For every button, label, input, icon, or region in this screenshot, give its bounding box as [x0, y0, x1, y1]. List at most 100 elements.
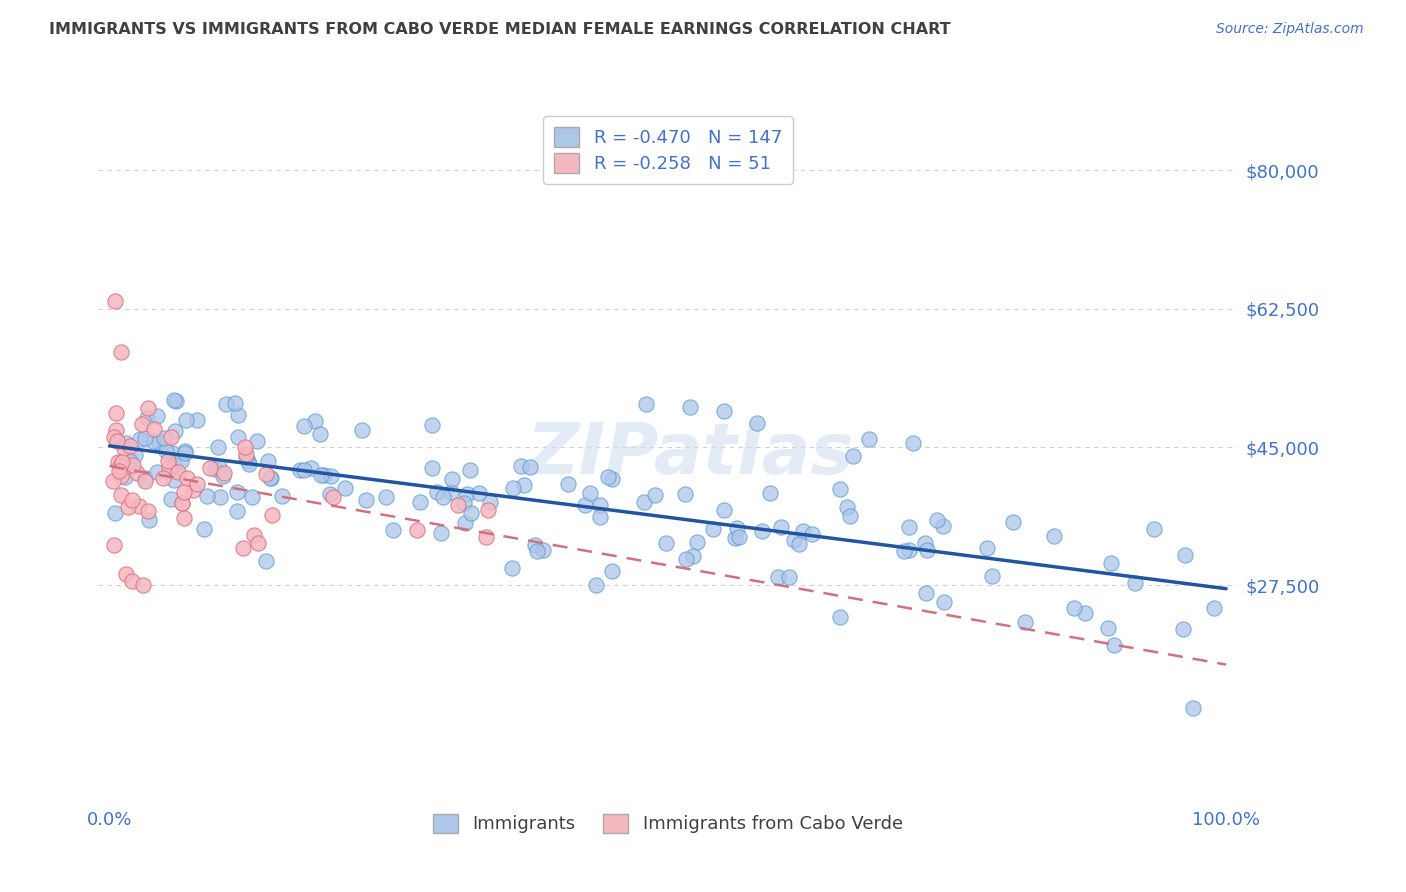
Point — [195, 489, 218, 503]
Point — [1099, 556, 1122, 570]
Point — [176, 471, 198, 485]
Point — [513, 478, 536, 492]
Point — [766, 570, 789, 584]
Point — [312, 467, 335, 482]
Point — [174, 413, 197, 427]
Point — [838, 509, 860, 524]
Point — [163, 425, 186, 439]
Point — [167, 466, 190, 480]
Point — [655, 536, 678, 550]
Point — [118, 453, 141, 467]
Point — [152, 470, 174, 484]
Point — [173, 485, 195, 500]
Point — [644, 488, 666, 502]
Point — [226, 408, 249, 422]
Point — [160, 445, 183, 459]
Point — [134, 474, 156, 488]
Point — [1181, 701, 1204, 715]
Point — [103, 430, 125, 444]
Point — [1002, 515, 1025, 529]
Point — [596, 470, 619, 484]
Point — [157, 459, 180, 474]
Point — [270, 489, 292, 503]
Point — [524, 538, 547, 552]
Point — [479, 494, 502, 508]
Point — [725, 521, 748, 535]
Point — [110, 488, 132, 502]
Point — [104, 506, 127, 520]
Point — [915, 542, 938, 557]
Point — [225, 484, 247, 499]
Point — [170, 495, 193, 509]
Point — [105, 434, 128, 449]
Point — [181, 483, 204, 498]
Point — [787, 537, 810, 551]
Point — [232, 541, 254, 555]
Point — [141, 434, 163, 448]
Point — [914, 586, 936, 600]
Point — [589, 510, 612, 524]
Point — [441, 472, 464, 486]
Point — [673, 486, 696, 500]
Point — [501, 560, 523, 574]
Point — [903, 436, 925, 450]
Point — [165, 394, 187, 409]
Point — [510, 459, 533, 474]
Point — [134, 431, 156, 445]
Point — [531, 543, 554, 558]
Point — [163, 393, 186, 408]
Text: ZIPatlas: ZIPatlas — [527, 420, 855, 490]
Point — [259, 471, 281, 485]
Point — [1104, 638, 1126, 652]
Point — [242, 490, 264, 504]
Point — [1063, 601, 1085, 615]
Point — [751, 524, 773, 538]
Point — [770, 520, 793, 534]
Point — [321, 469, 343, 483]
Point — [138, 513, 160, 527]
Point — [319, 487, 342, 501]
Point — [311, 467, 333, 482]
Point — [299, 460, 322, 475]
Point — [198, 461, 221, 475]
Point — [333, 481, 356, 495]
Point — [208, 491, 231, 505]
Point — [432, 490, 454, 504]
Point — [374, 491, 396, 505]
Point — [406, 523, 429, 537]
Point — [585, 578, 607, 592]
Point — [132, 578, 155, 592]
Point — [159, 429, 181, 443]
Point — [454, 516, 477, 530]
Point — [207, 440, 229, 454]
Point — [526, 543, 548, 558]
Point — [235, 447, 257, 461]
Point — [186, 413, 208, 427]
Point — [292, 418, 315, 433]
Point — [382, 523, 405, 537]
Point — [128, 499, 150, 513]
Point — [104, 293, 127, 308]
Point — [136, 401, 159, 415]
Point — [350, 423, 373, 437]
Point — [186, 476, 208, 491]
Point — [101, 475, 124, 489]
Point — [207, 460, 229, 475]
Point — [579, 485, 602, 500]
Point — [121, 493, 143, 508]
Point — [115, 566, 138, 581]
Point — [108, 458, 131, 473]
Point — [204, 461, 226, 475]
Point — [143, 422, 166, 436]
Point — [254, 554, 277, 568]
Point — [456, 487, 478, 501]
Point — [1073, 606, 1095, 620]
Point — [148, 434, 170, 449]
Point — [702, 522, 724, 536]
Point — [600, 565, 623, 579]
Point — [104, 406, 127, 420]
Legend: Immigrants, Immigrants from Cabo Verde: Immigrants, Immigrants from Cabo Verde — [425, 805, 911, 842]
Point — [235, 450, 257, 464]
Point — [107, 454, 129, 468]
Point — [292, 463, 315, 477]
